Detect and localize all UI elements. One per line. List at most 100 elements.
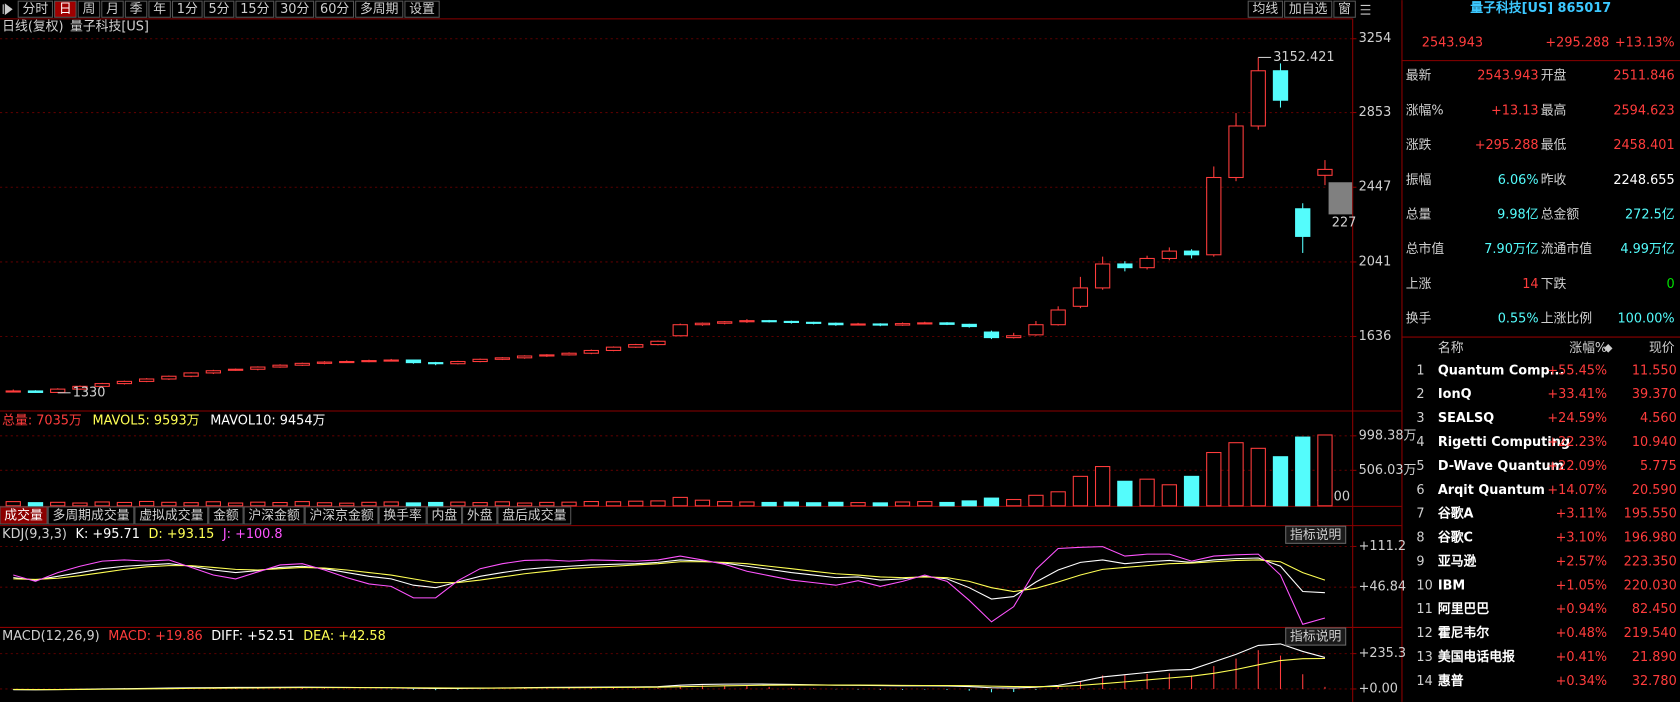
candle-body (50, 388, 66, 393)
help-button[interactable]: 指标说明 (1290, 630, 1341, 645)
candle-body (250, 366, 266, 370)
indicator-line (13, 657, 1325, 691)
stock-name[interactable]: D-Wave Quantum (1438, 459, 1564, 474)
toolbar-button[interactable]: 月 (106, 2, 119, 17)
toolbar-button[interactable]: 年 (153, 2, 166, 17)
stock-name[interactable]: 惠普 (1438, 673, 1464, 689)
indicator-tab[interactable]: 多周期成交量 (52, 507, 129, 523)
volume-bar (939, 501, 955, 507)
indicator-tab-box[interactable] (134, 506, 209, 525)
stock-name[interactable]: 霍尼韦尔 (1438, 625, 1490, 641)
stock-name[interactable]: 谷歌A (1438, 506, 1474, 522)
toolbar-button[interactable]: 分时 (23, 2, 49, 17)
toolbar-button-box[interactable] (17, 0, 54, 18)
toolbar-button-box[interactable] (171, 0, 203, 18)
chart-button-box[interactable] (1333, 0, 1356, 18)
stock-name[interactable]: 亚马逊 (1438, 554, 1477, 569)
stock-name[interactable]: IonQ (1438, 387, 1472, 402)
indicator-tab[interactable]: 换手率 (383, 507, 422, 523)
indicator-tab-box[interactable] (243, 506, 305, 525)
stat-label: 昨收 (1541, 173, 1567, 188)
indicator-tab-box[interactable] (426, 506, 463, 525)
price: 11.550 (1632, 363, 1677, 378)
chart-button-box[interactable] (1284, 0, 1333, 18)
legend-entry: D: +93.15 (148, 527, 214, 542)
indicator-tab-box[interactable] (304, 506, 379, 525)
chart-title: 日线(复权) (2, 18, 63, 34)
toolbar-button[interactable]: 60分 (320, 2, 349, 17)
indicator-tab-box[interactable] (208, 506, 244, 525)
volume-bar (605, 501, 622, 507)
candle-body (694, 322, 711, 326)
toolbar-button-box[interactable] (54, 0, 77, 18)
stock-name[interactable]: Quantum Comp... (1438, 363, 1564, 378)
toolbar-button-box[interactable] (124, 0, 148, 18)
indicator-tab[interactable]: 虚拟成交量 (139, 507, 203, 523)
stock-name[interactable]: Rigetti Computing (1438, 435, 1570, 450)
volume-bar (50, 501, 66, 507)
help-button-box[interactable] (1285, 525, 1347, 544)
toolbar-button-box[interactable] (355, 0, 404, 18)
indicator-tab[interactable]: 金额 (213, 507, 239, 523)
indicator-tab[interactable]: 沪深京金额 (309, 507, 373, 523)
indicator-tab[interactable]: 盘后成交量 (502, 507, 566, 523)
toolbar-button-box[interactable] (315, 0, 355, 18)
candle-body (717, 321, 733, 324)
stock-name[interactable]: Arqit Quantum (1438, 483, 1545, 498)
toolbar-button[interactable]: 30分 (280, 2, 309, 17)
stat-label: 最高 (1541, 102, 1567, 118)
chart-button[interactable]: 加自选 (1289, 2, 1328, 17)
indicator-tab-box[interactable] (47, 506, 135, 525)
rank: 13 (1416, 650, 1432, 665)
rank: 10 (1416, 578, 1432, 593)
toolbar-icon[interactable] (2, 3, 13, 16)
toolbar-button[interactable]: 5分 (209, 2, 230, 17)
help-button[interactable]: 指标说明 (1290, 528, 1341, 543)
toolbar-button[interactable]: 日 (59, 2, 72, 17)
help-button-box[interactable] (1285, 627, 1347, 646)
chart-button[interactable]: 均线 (1253, 2, 1279, 17)
candle-body (961, 323, 977, 328)
indicator-tab[interactable]: 外盘 (467, 507, 493, 523)
toolbar-button[interactable]: 设置 (409, 2, 435, 17)
stock-name[interactable]: SEALSQ (1438, 411, 1494, 426)
toolbar-button[interactable]: 周 (82, 2, 95, 17)
indicator-tab[interactable]: 内盘 (432, 507, 458, 523)
stock-name[interactable]: 美国电话电报 (1438, 649, 1515, 665)
sort-icon[interactable] (1603, 344, 1613, 353)
volume-bar (183, 502, 199, 507)
rank: 14 (1416, 674, 1432, 689)
stat-value: 9.98亿 (1497, 208, 1539, 223)
stock-name[interactable]: 阿里巴巴 (1438, 602, 1490, 617)
stock-name[interactable]: 谷歌C (1438, 530, 1473, 546)
indicator-tab[interactable]: 沪深金额 (248, 507, 300, 523)
indicator-tab-box[interactable] (462, 506, 498, 525)
toolbar-button[interactable]: 1分 (177, 2, 198, 17)
indicator-tab-box[interactable] (497, 506, 572, 525)
toolbar-button-box[interactable] (404, 0, 440, 18)
toolbar-button-box[interactable] (101, 0, 124, 18)
chart-button-box[interactable] (1247, 0, 1284, 18)
toolbar-button-box[interactable] (235, 0, 275, 18)
stat-label: 涨跌 (1406, 137, 1432, 153)
indicator-tab-box[interactable] (0, 506, 48, 525)
toolbar-button-box[interactable] (77, 0, 101, 18)
list-header[interactable]: 涨幅% (1569, 341, 1607, 356)
change-pct: +0.94% (1556, 602, 1608, 617)
rank: 12 (1416, 626, 1432, 641)
indicator-tab-box[interactable] (378, 506, 427, 525)
stock-name[interactable]: IBM (1438, 578, 1465, 593)
toolbar-button[interactable]: 多周期 (360, 2, 399, 17)
stat-value: 4.99万亿 (1620, 242, 1674, 257)
volume-bar (1206, 451, 1222, 507)
menu-icon[interactable] (1360, 4, 1371, 15)
toolbar-button[interactable]: 季 (130, 2, 143, 17)
toolbar-button-box[interactable] (148, 0, 171, 18)
indicator-tab[interactable]: 成交量 (4, 507, 43, 523)
chart-button[interactable]: 窗 (1338, 1, 1351, 17)
volume-bar (72, 502, 88, 507)
toolbar-button[interactable]: 15分 (240, 2, 269, 17)
toolbar-button-box[interactable] (275, 0, 315, 18)
volume-bar (694, 499, 711, 507)
toolbar-button-box[interactable] (203, 0, 235, 18)
